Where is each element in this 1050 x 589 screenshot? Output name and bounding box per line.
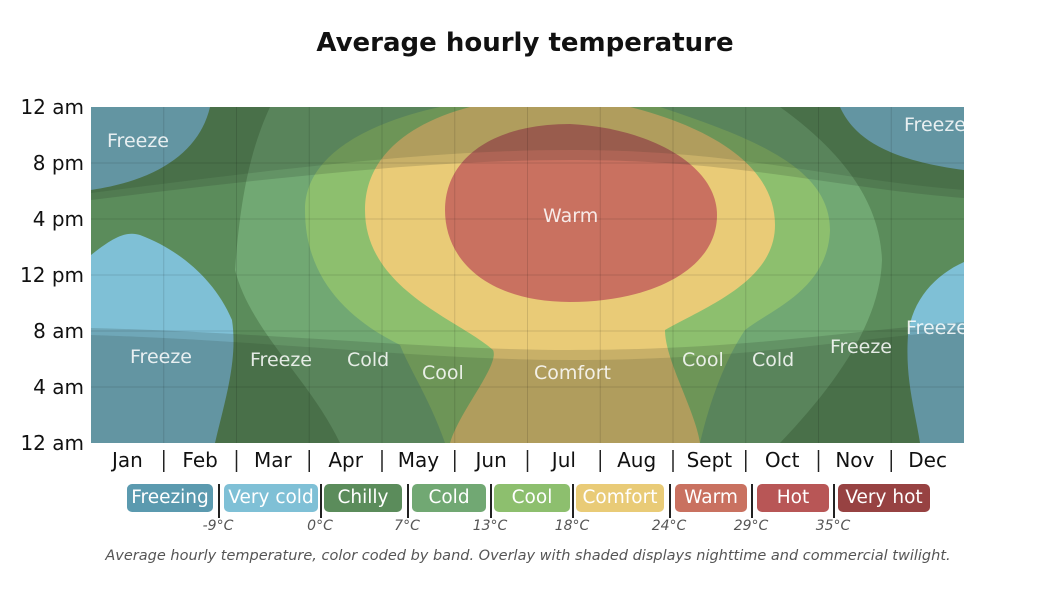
- x-tick-label: Feb: [182, 448, 217, 472]
- plot-area: [91, 107, 964, 443]
- y-tick-label: 12 am: [20, 95, 84, 119]
- twilight-overlay-morning: [91, 322, 964, 360]
- x-tick-label: Sept: [687, 448, 733, 472]
- zone-labels: Freeze Freeze Freeze Freeze Freeze Freeze Cold…: [107, 114, 968, 384]
- zone-label: Cool: [422, 362, 464, 384]
- y-tick-label: 4 am: [33, 375, 84, 399]
- zone-label: Freeze: [107, 130, 169, 152]
- zone-label: Cool: [682, 349, 724, 371]
- legend-item: Chilly: [324, 484, 402, 512]
- band-verycold-left: [91, 107, 210, 190]
- band-verycold-right2: [907, 262, 964, 443]
- legend-separator: [218, 484, 220, 518]
- x-axis-labels: Jan Feb Mar Apr May Jun Jul Aug Sept Oct Nov Dec: [110, 448, 947, 472]
- y-tick-label: 8 am: [33, 319, 84, 343]
- night-overlay-morning: [91, 330, 964, 443]
- twilight-overlay-evening: [91, 150, 964, 200]
- threshold-label: 18°C: [554, 518, 590, 534]
- hour-gridlines: [91, 162, 964, 388]
- legend-item: Freezing: [127, 484, 213, 512]
- legend-item: Comfort: [576, 484, 664, 512]
- band-warm-area: [445, 124, 717, 302]
- zone-label: Comfort: [534, 362, 611, 384]
- x-tick-label: Mar: [254, 448, 293, 472]
- legend-item: Cold: [412, 484, 486, 512]
- band-verycold-left2: [91, 233, 234, 443]
- legend-item: Hot: [757, 484, 829, 512]
- legend-item: Warm: [675, 484, 747, 512]
- legend-separator: [833, 484, 835, 518]
- x-tick-label: May: [398, 448, 440, 472]
- chart-caption: Average hourly temperature, color coded …: [105, 548, 951, 564]
- threshold-label: -9°C: [202, 518, 234, 534]
- legend-separator: [572, 484, 574, 518]
- zone-label: Freeze: [250, 349, 312, 371]
- y-tick-label: 8 pm: [33, 151, 84, 175]
- threshold-label: 35°C: [815, 518, 851, 534]
- x-axis-ticks: [163, 450, 892, 472]
- y-axis-labels: 12 am 8 pm 4 pm 12 pm 8 am 4 am 12 am: [20, 95, 84, 455]
- legend-separator: [407, 484, 409, 518]
- zone-label: Cold: [347, 349, 389, 371]
- x-tick-label: Jun: [474, 448, 507, 472]
- y-tick-label: 4 pm: [33, 207, 84, 231]
- threshold-label: 24°C: [651, 518, 687, 534]
- night-overlay-evening: [91, 107, 964, 193]
- chart-title: Average hourly temperature: [316, 28, 734, 58]
- threshold-label: 0°C: [307, 518, 333, 534]
- legend-separator: [751, 484, 753, 518]
- x-tick-label: Nov: [835, 448, 874, 472]
- zone-label: Freeze: [904, 114, 966, 136]
- zone-label: Freeze: [830, 336, 892, 358]
- legend: Freezing Very cold Chilly Cold Cool Comfort Wa…: [0, 484, 1050, 518]
- legend-separator: [669, 484, 671, 518]
- x-tick-label: Jul: [550, 448, 576, 472]
- zone-label: Freeze: [906, 317, 968, 339]
- threshold-label: 7°C: [394, 518, 420, 534]
- threshold-label: 13°C: [472, 518, 508, 534]
- band-verycold-right: [840, 107, 964, 170]
- zone-label: Freeze: [130, 346, 192, 368]
- zone-label: Cold: [752, 349, 794, 371]
- x-tick-label: Aug: [617, 448, 656, 472]
- threshold-label: 29°C: [733, 518, 769, 534]
- month-gridlines: [163, 107, 892, 443]
- legend-separator: [490, 484, 492, 518]
- zone-label: Warm: [543, 205, 598, 227]
- legend-item: Very hot: [838, 484, 930, 512]
- temperature-chart: 12 am 8 pm 4 pm 12 pm 8 am 4 am 12 am Jan Feb Ma…: [20, 95, 968, 472]
- x-tick-label: Dec: [908, 448, 947, 472]
- y-tick-label: 12 pm: [20, 263, 84, 287]
- x-tick-label: Apr: [328, 448, 363, 472]
- legend-item: Cool: [494, 484, 570, 512]
- legend-item: Very cold: [224, 484, 318, 512]
- legend-separator: [320, 484, 322, 518]
- x-tick-label: Jan: [110, 448, 143, 472]
- y-tick-label: 12 am: [20, 431, 84, 455]
- x-tick-label: Oct: [765, 448, 800, 472]
